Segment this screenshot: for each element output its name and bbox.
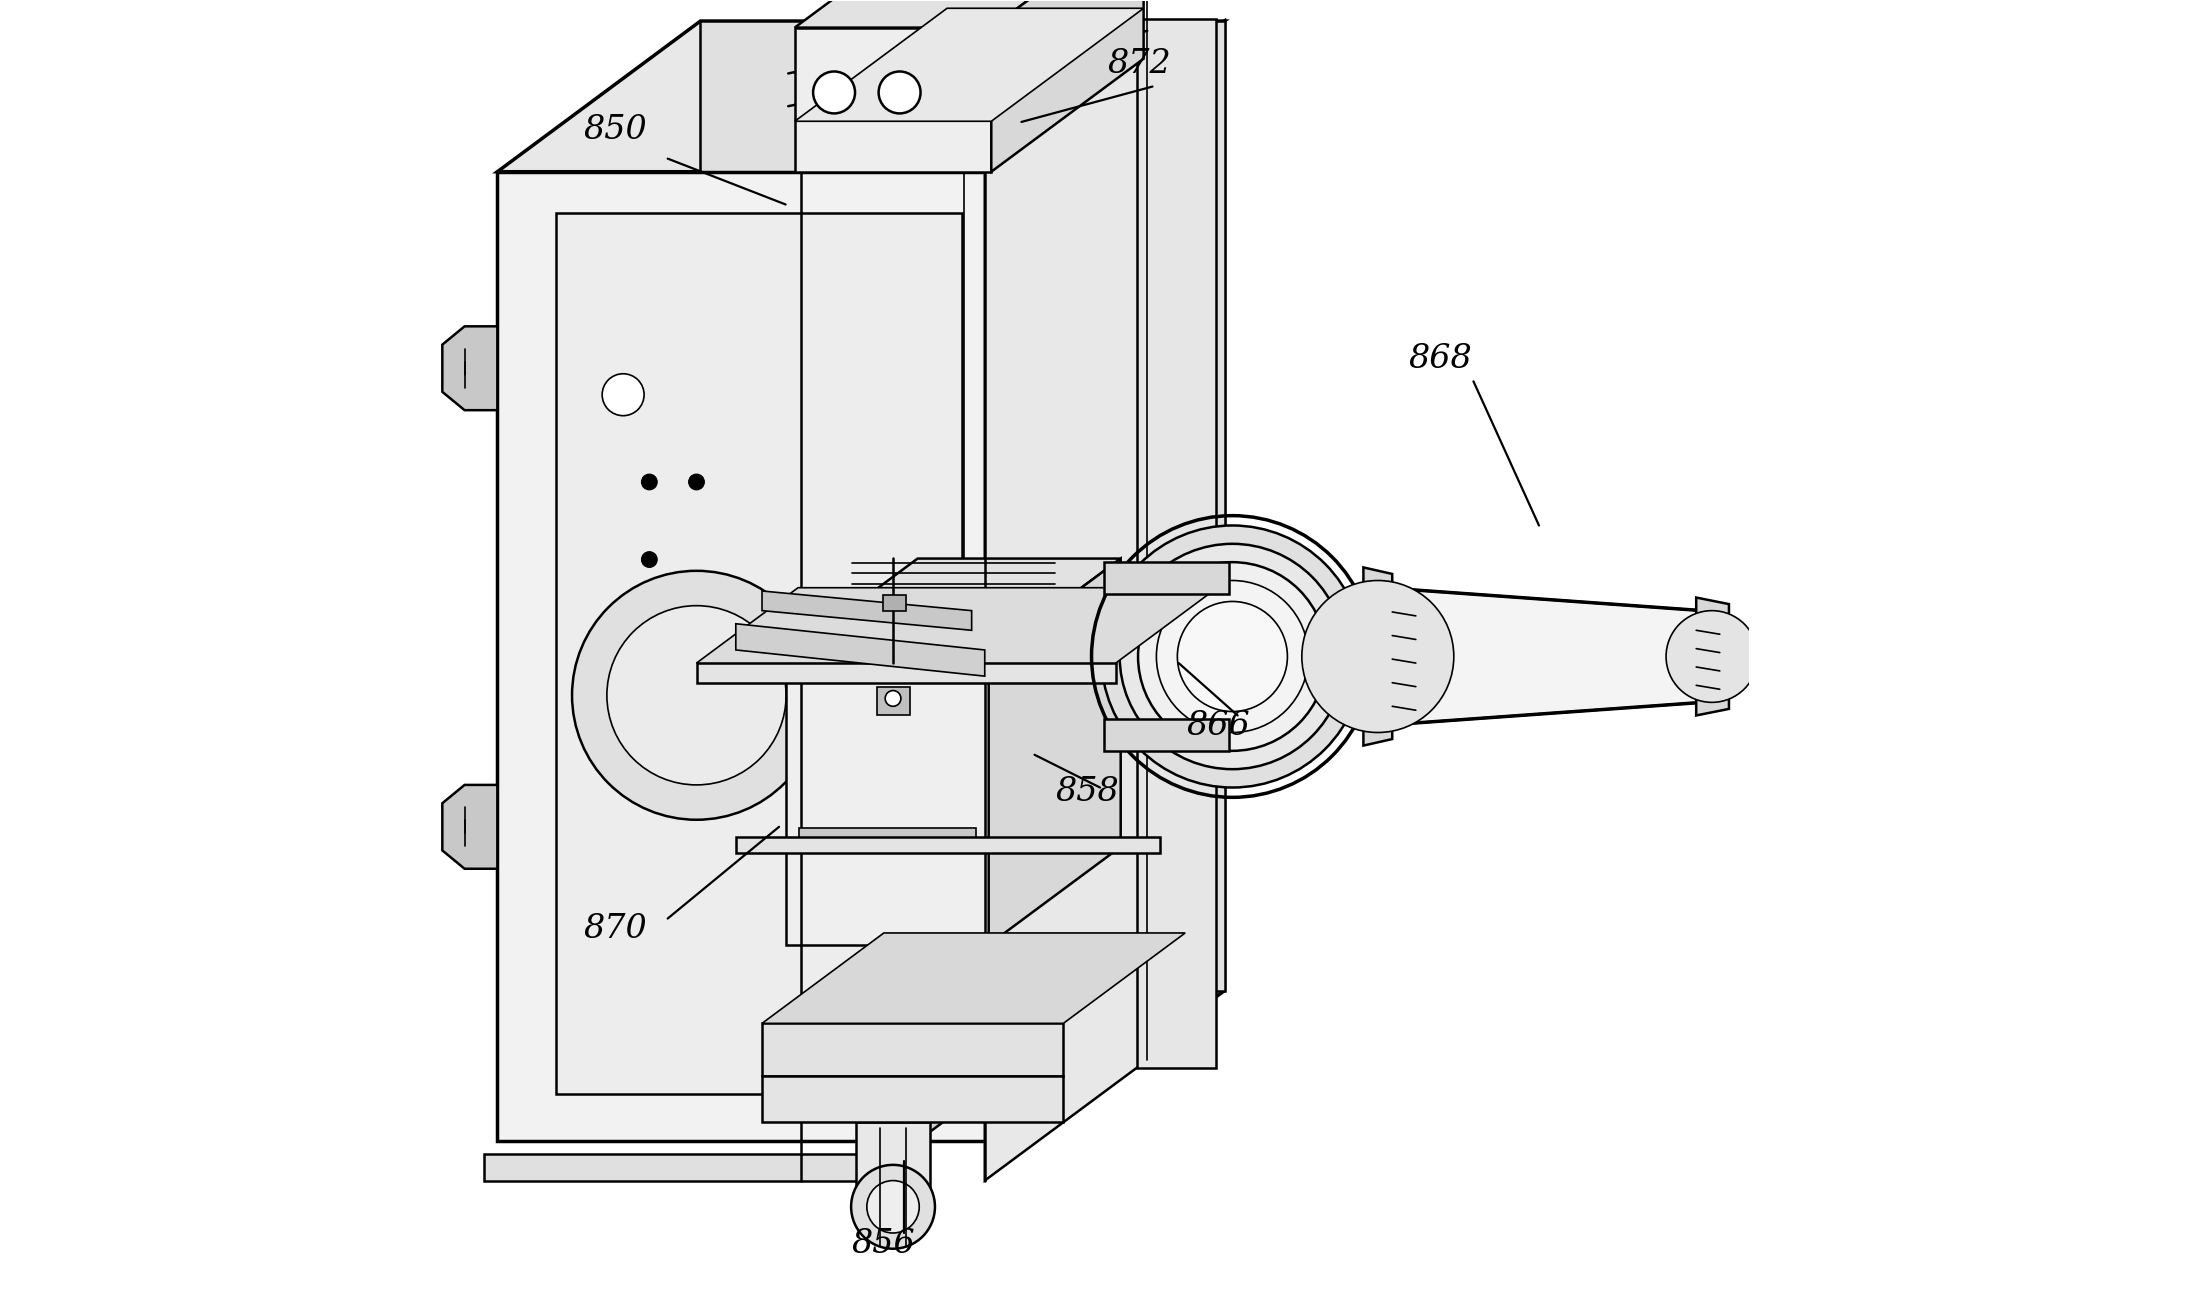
Polygon shape — [984, 51, 1148, 1180]
Polygon shape — [442, 327, 496, 410]
Polygon shape — [761, 591, 971, 630]
Circle shape — [1157, 580, 1308, 733]
Text: 866: 866 — [1185, 710, 1249, 742]
Polygon shape — [761, 1075, 1063, 1121]
Polygon shape — [735, 838, 1161, 853]
Circle shape — [573, 571, 820, 819]
Polygon shape — [794, 0, 1144, 28]
Bar — [555, 213, 962, 1094]
Polygon shape — [794, 28, 991, 172]
Circle shape — [1120, 544, 1345, 769]
Circle shape — [1102, 525, 1363, 788]
Circle shape — [641, 474, 658, 490]
Text: 856: 856 — [853, 1228, 916, 1259]
Polygon shape — [785, 656, 989, 945]
Polygon shape — [794, 8, 1144, 121]
Polygon shape — [1137, 20, 1216, 1067]
Bar — [798, 829, 975, 844]
Polygon shape — [1104, 720, 1229, 751]
Polygon shape — [700, 21, 1225, 990]
Polygon shape — [864, 1049, 1006, 1180]
Circle shape — [866, 1180, 919, 1233]
Bar — [877, 687, 910, 716]
Text: 870: 870 — [584, 914, 647, 945]
Circle shape — [641, 551, 658, 567]
Polygon shape — [695, 663, 1115, 683]
Circle shape — [1666, 611, 1758, 702]
Polygon shape — [1363, 567, 1393, 746]
Circle shape — [851, 1165, 936, 1249]
Text: 872: 872 — [1107, 49, 1172, 80]
Polygon shape — [1697, 597, 1730, 716]
Text: 858: 858 — [1054, 776, 1120, 807]
Text: 868: 868 — [1408, 343, 1472, 376]
Polygon shape — [761, 1023, 1063, 1075]
Circle shape — [1177, 601, 1288, 712]
Polygon shape — [735, 624, 984, 676]
Circle shape — [814, 71, 855, 113]
Polygon shape — [785, 558, 1120, 656]
Polygon shape — [442, 785, 496, 869]
Circle shape — [601, 374, 645, 416]
Polygon shape — [1104, 562, 1229, 593]
Polygon shape — [989, 558, 1120, 945]
Polygon shape — [991, 0, 1144, 172]
Circle shape — [886, 691, 901, 706]
Polygon shape — [1021, 21, 1225, 1141]
Polygon shape — [496, 172, 1021, 1141]
Circle shape — [1301, 580, 1454, 733]
Bar — [884, 595, 905, 611]
Polygon shape — [857, 1121, 929, 1194]
Polygon shape — [761, 934, 1185, 1023]
Circle shape — [1137, 562, 1328, 751]
Polygon shape — [496, 21, 1225, 172]
Circle shape — [689, 474, 704, 490]
Polygon shape — [1393, 588, 1704, 725]
Text: 850: 850 — [584, 114, 647, 146]
Polygon shape — [483, 1154, 864, 1180]
Circle shape — [606, 605, 785, 785]
Circle shape — [879, 71, 921, 113]
Polygon shape — [695, 588, 1218, 663]
